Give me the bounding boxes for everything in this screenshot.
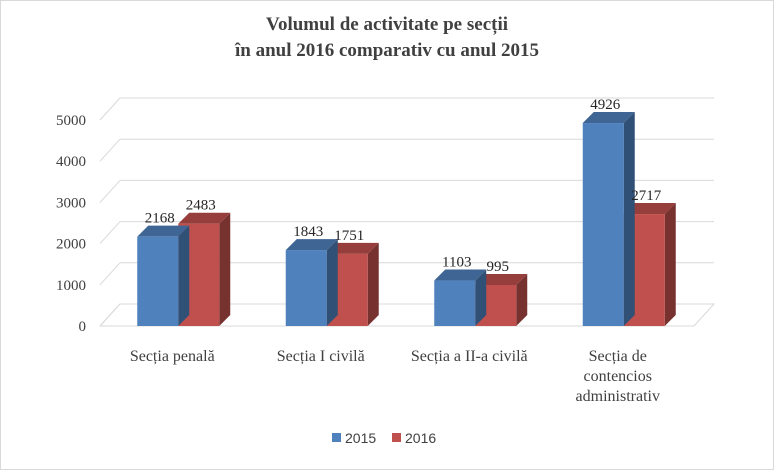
category-label: contencios bbox=[584, 368, 652, 385]
data-label: 2483 bbox=[186, 198, 216, 214]
data-label: 1103 bbox=[442, 255, 471, 271]
y-tick-label: 5000 bbox=[56, 113, 86, 129]
bar-side bbox=[367, 242, 379, 326]
data-label: 1843 bbox=[293, 224, 323, 240]
bar-side bbox=[516, 274, 528, 326]
y-axis: 0 1000 2000 3000 4000 5000 bbox=[56, 113, 86, 335]
gridline-side bbox=[99, 180, 121, 203]
legend-label: 2015 bbox=[345, 430, 376, 446]
legend-swatch-2016 bbox=[392, 433, 401, 442]
bar-top bbox=[475, 274, 528, 286]
bar-2015-2 bbox=[434, 280, 476, 326]
data-label: 2168 bbox=[145, 211, 175, 227]
chart-subtitle: în anul 2016 comparativ cu anul 2015 bbox=[234, 40, 540, 61]
category-label: Secția a II-a civilă bbox=[411, 348, 528, 365]
gridline-side bbox=[99, 138, 121, 162]
bar-side bbox=[664, 203, 676, 326]
data-label: 2717 bbox=[631, 188, 662, 204]
category-label: administrativ bbox=[576, 388, 660, 405]
legend-label: 2016 bbox=[405, 430, 436, 446]
bar-top bbox=[326, 242, 379, 254]
legend-swatch-2015 bbox=[332, 433, 341, 442]
bar-side bbox=[219, 212, 231, 326]
category-label: Secția penală bbox=[130, 348, 215, 365]
bar-top bbox=[137, 225, 190, 237]
category-label: Secția I civilă bbox=[277, 348, 365, 365]
data-label: 4926 bbox=[590, 97, 621, 113]
chart-title: Volumul de activitate pe secții bbox=[265, 14, 509, 35]
y-tick-label: 4000 bbox=[56, 154, 86, 170]
y-tick-label: 0 bbox=[79, 319, 87, 335]
bars bbox=[137, 112, 676, 326]
bar-top bbox=[623, 203, 676, 215]
legend: 2015 2016 bbox=[332, 430, 436, 446]
gridline-side bbox=[99, 97, 121, 121]
bar-top bbox=[434, 269, 487, 281]
y-tick-label: 2000 bbox=[56, 237, 86, 253]
bar-side bbox=[623, 112, 635, 326]
x-axis: Secția penală Secția I civilă Secția a II-… bbox=[130, 348, 660, 405]
bar-side bbox=[178, 225, 190, 326]
y-tick-label: 3000 bbox=[56, 195, 86, 211]
y-tick-label: 1000 bbox=[56, 278, 86, 294]
data-label: 995 bbox=[487, 259, 510, 275]
gridline-side bbox=[99, 262, 121, 286]
data-labels: 2168 2483 1843 1751 1103 995 4926 2717 bbox=[145, 97, 662, 275]
bar-side bbox=[326, 239, 338, 326]
gridline-side bbox=[99, 303, 121, 327]
gridline-side bbox=[99, 221, 121, 244]
bar-2015-0 bbox=[137, 236, 179, 326]
bar-top bbox=[285, 239, 338, 251]
data-label: 1751 bbox=[334, 228, 364, 244]
bar-top bbox=[178, 212, 231, 224]
bar-side bbox=[475, 269, 487, 326]
category-label: Secția de bbox=[589, 348, 647, 365]
bar-top bbox=[582, 112, 635, 124]
bar-2015-3 bbox=[582, 123, 624, 326]
bar-2015-1 bbox=[285, 250, 327, 326]
